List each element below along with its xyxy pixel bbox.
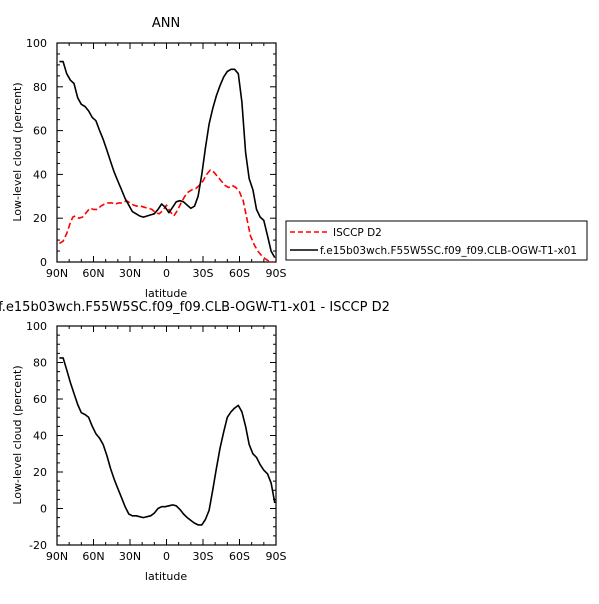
y-tick-label: 80 bbox=[33, 357, 47, 370]
panel-title: ANN bbox=[152, 16, 180, 31]
y-tick-label: 60 bbox=[33, 393, 47, 406]
y-tick-label: -20 bbox=[29, 539, 47, 552]
y-tick-label: 100 bbox=[26, 37, 47, 50]
x-tick-label: 90N bbox=[46, 267, 68, 280]
x-tick-label: 90S bbox=[266, 550, 287, 563]
y-tick-label: 0 bbox=[40, 256, 47, 269]
x-axis-label: latitude bbox=[145, 570, 187, 583]
y-tick-label: 80 bbox=[33, 81, 47, 94]
series-line-0 bbox=[59, 357, 276, 526]
series-line-0 bbox=[58, 169, 274, 263]
panel-annual: ANN latitude Low-level cloud (percent) I… bbox=[11, 16, 588, 300]
x-tick-label: 60S bbox=[229, 550, 250, 563]
legend-label-isccp: ISCCP D2 bbox=[333, 227, 382, 239]
y-tick-label: 40 bbox=[33, 168, 47, 181]
y-tick-label: 60 bbox=[33, 125, 47, 138]
x-tick-label: 30N bbox=[119, 267, 141, 280]
x-tick-label: 0 bbox=[163, 550, 170, 563]
x-tick-label: 60N bbox=[82, 550, 104, 563]
x-tick-label: 30N bbox=[119, 550, 141, 563]
x-axis-label: latitude bbox=[145, 287, 187, 300]
y-tick-label: 20 bbox=[33, 212, 47, 225]
y-tick-label: 20 bbox=[33, 466, 47, 479]
legend-label-model: f.e15b03wch.F55W5SC.f09_f09.CLB-OGW-T1-x… bbox=[320, 245, 577, 257]
legend-box bbox=[285, 220, 588, 261]
panel-difference: f.e15b03wch.F55W5SC.f09_f09.CLB-OGW-T1-x… bbox=[0, 300, 390, 583]
plot-frame bbox=[56, 325, 277, 546]
x-tick-label: 90N bbox=[46, 550, 68, 563]
x-tick-label: 30S bbox=[193, 550, 214, 563]
legend: ISCCP D2 f.e15b03wch.F55W5SC.f09_f09.CLB… bbox=[285, 220, 588, 261]
y-tick-label: 100 bbox=[26, 320, 47, 333]
y-tick-label: 40 bbox=[33, 430, 47, 443]
x-tick-label: 60N bbox=[82, 267, 104, 280]
y-axis-label: Low-level cloud (percent) bbox=[11, 365, 24, 504]
series-line-1 bbox=[59, 60, 276, 258]
x-tick-label: 30S bbox=[193, 267, 214, 280]
x-tick-label: 90S bbox=[266, 267, 287, 280]
y-axis-label: Low-level cloud (percent) bbox=[11, 82, 24, 221]
x-tick-label: 60S bbox=[229, 267, 250, 280]
x-tick-label: 0 bbox=[163, 267, 170, 280]
panel-title: f.e15b03wch.F55W5SC.f09_f09.CLB-OGW-T1-x… bbox=[0, 300, 390, 315]
y-tick-label: 0 bbox=[40, 503, 47, 516]
plot-frame bbox=[56, 42, 277, 263]
